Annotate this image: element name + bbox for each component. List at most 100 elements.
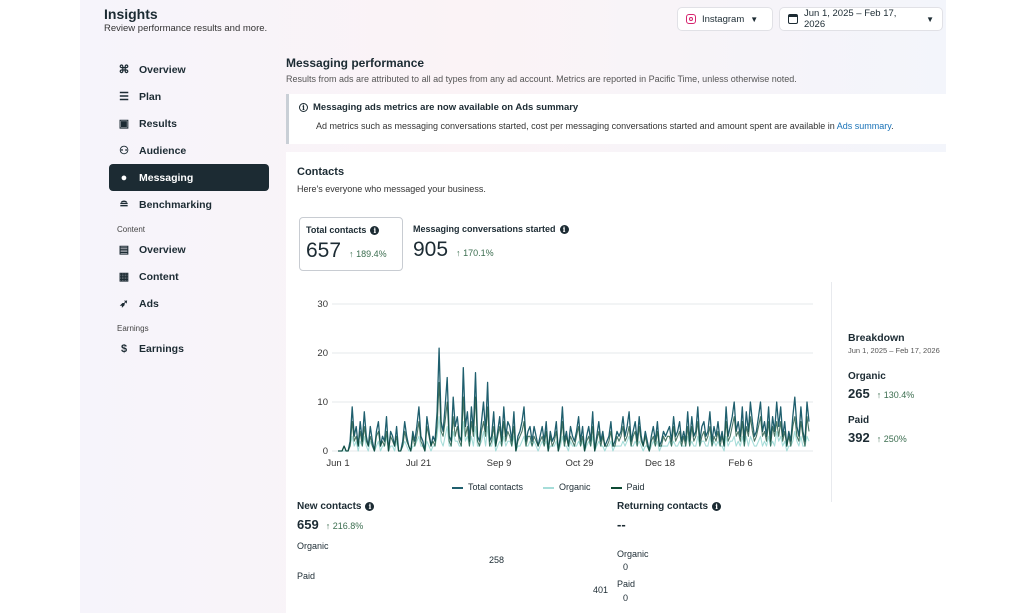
metric-label-row: Total contacts i [306,225,396,235]
up-arrow-icon: ↑ [325,521,331,531]
notice-text: Ad metrics such as messaging conversatio… [316,121,835,131]
delta-value: 250% [883,434,907,444]
legend-item-organic[interactable]: Organic [543,482,591,492]
returning-contacts-row: -- [617,517,917,532]
caret-down-icon: ▼ [926,14,934,24]
notice-body: Ad metrics such as messaging conversatio… [299,121,936,131]
up-arrow-icon: ↑ [349,249,354,259]
legend-item-paid[interactable]: Paid [610,482,645,492]
legend-label: Paid [626,482,645,492]
breakdown-panel: Breakdown Jun 1, 2025 – Feb 17, 2026 Org… [848,332,946,445]
platform-selector-label: Instagram [702,13,745,25]
delta-badge: ↑ 216.8% [326,521,364,531]
series-line-paid [338,381,810,452]
sidebar-item-content-overview[interactable]: ▤ Overview [109,236,269,263]
delta-badge: ↑ 170.1% [456,248,494,258]
info-icon[interactable]: i [365,502,375,511]
delta-value: 189.4% [356,249,387,259]
legend-item-total[interactable]: Total contacts [452,482,523,492]
chat-bubble-icon: ● [120,171,128,184]
metric-row: 905 ↑ 170.1% [413,238,591,262]
new-contacts-section: New contacts i 659 ↑ 216.8% Organic 258 … [297,501,608,595]
delta-badge: ↑ 189.4% [349,249,387,259]
sidebar-item-label: Messaging [139,171,194,184]
sidebar-item-label: Ads [139,297,159,310]
x-tick-label: Oct 29 [566,458,594,469]
metric-label-row: Messaging conversations started i [413,224,591,234]
instagram-icon [686,14,696,24]
sidebar-item-messaging[interactable]: ● Messaging [109,164,269,191]
returning-paid-label: Paid [617,579,636,589]
date-range-selector[interactable]: Jun 1, 2025 – Feb 17, 2026 ▼ [779,7,943,31]
sidebar-item-plan[interactable]: ☰ Plan [109,83,269,110]
main-header: Messaging performance Results from ads a… [286,56,946,84]
section-title: Messaging performance [286,56,425,70]
breakdown-paid-value: 392 [848,430,870,445]
ads-summary-link[interactable]: Ads summary [836,121,892,131]
list-icon: ☰ [119,91,129,103]
page-subtitle: Review performance results and more. [104,23,268,34]
y-tick-label: 0 [323,446,328,457]
x-tick-label: Sep 9 [487,458,512,469]
metric-label: Total contacts [306,225,367,235]
up-arrow-icon: ↑ [876,390,882,400]
sidebar-item-earnings[interactable]: $ Earnings [109,335,269,362]
conversations-started-metric[interactable]: Messaging conversations started i 905 ↑ … [407,217,597,271]
sidebar-item-content[interactable]: ▦ Content [109,263,269,290]
sidebar-item-label: Audience [139,144,187,157]
breakdown-organic-label: Organic [848,371,886,382]
y-tick-label: 30 [317,299,328,310]
grid-overview-icon: ▤ [118,244,130,256]
date-range-label: Jun 1, 2025 – Feb 17, 2026 [803,8,897,30]
metric-value: 657 [306,239,342,262]
breakdown-date: Jun 1, 2025 – Feb 17, 2026 [848,346,940,355]
platform-selector[interactable]: Instagram ▼ [677,7,773,31]
new-contacts-title: New contacts [297,501,362,512]
x-tick-label: Jul 21 [406,458,431,469]
new-contacts-title-row: New contacts i [297,501,597,512]
delta-badge: ↑ 250% [877,434,907,444]
page-title: Insights [104,6,158,22]
sidebar-item-ads[interactable]: ➶ Ads [109,290,269,317]
sidebar-item-benchmarking[interactable]: ≘ Benchmarking [109,191,269,218]
delta-value: 130.4% [883,390,915,400]
notice-title-row: i Messaging ads metrics are now availabl… [299,102,936,113]
total-contacts-metric[interactable]: Total contacts i 657 ↑ 189.4% [299,217,403,271]
new-paid-label: Paid [297,571,316,581]
calendar-icon [788,14,798,24]
sidebar-item-overview[interactable]: ⌘ Overview [109,56,269,83]
chart-legend: Total contacts Organic Paid [452,482,645,492]
returning-organic-label: Organic [617,549,649,559]
insights-app: Insights Review performance results and … [80,0,946,613]
breakdown-organic-value: 265 [848,386,870,401]
overview-icon: ⌘ [118,64,130,76]
sidebar-item-label: Plan [139,90,162,103]
contacts-chart: 0 10 20 30 Jun 1 Jul 21 Sep 9 Oct 29 Dec 18 Feb 6 [286,282,832,502]
info-icon[interactable]: i [370,225,380,235]
info-icon[interactable]: i [712,502,722,511]
y-tick-label: 20 [317,348,328,359]
rocket-icon: ➶ [119,298,129,310]
notice-banner: i Messaging ads metrics are now availabl… [286,94,946,144]
sidebar-item-audience[interactable]: ⚇ Audience [109,137,269,164]
x-tick-label: Dec 18 [645,458,675,469]
returning-contacts-value: -- [617,517,626,532]
returning-contacts-title-row: Returning contacts i [617,501,917,512]
info-icon[interactable]: i [559,224,569,234]
audience-icon: ⚇ [119,145,129,157]
table-icon: ▦ [118,271,130,283]
series-line-total-contacts [338,347,810,452]
new-paid-value: 401 [593,585,609,595]
returning-paid-value: 0 [623,593,629,603]
series-line-organic [338,416,810,452]
notice-title: Messaging ads metrics are now available … [313,102,579,113]
breakdown-paid-row: 392 ↑ 250% [848,430,946,445]
section-subtitle: Results from ads are attributed to all a… [286,74,797,84]
sidebar-item-label: Results [139,117,177,130]
contacts-card: Contacts Here's everyone who messaged yo… [286,152,946,613]
returning-contacts-title: Returning contacts [617,501,709,512]
sidebar-item-results[interactable]: ▣ Results [109,110,269,137]
up-arrow-icon: ↑ [456,248,461,258]
x-tick-label: Jun 1 [326,458,349,469]
returning-organic-value: 0 [623,562,629,572]
